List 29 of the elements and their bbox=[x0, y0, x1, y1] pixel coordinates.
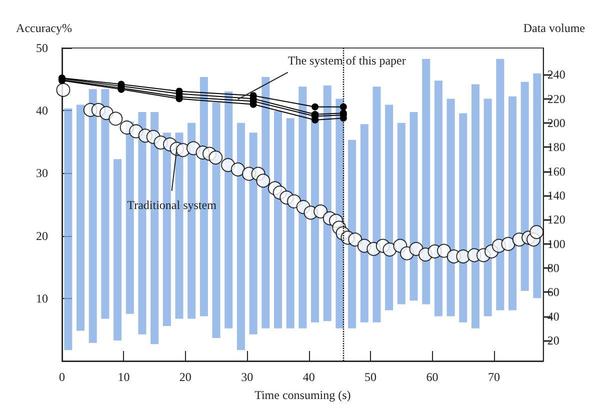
y-tick-label: 40 bbox=[36, 104, 48, 118]
y2-tick-label: 40 bbox=[547, 309, 560, 324]
y2-tick-label: 120 bbox=[547, 212, 566, 227]
x-tick-label: 30 bbox=[241, 370, 254, 384]
x-tick-label: 40 bbox=[302, 370, 315, 384]
annotation: The system of this paper bbox=[288, 53, 406, 68]
y-tick-label: 30 bbox=[36, 166, 48, 180]
y2-tick-label: 100 bbox=[547, 236, 566, 251]
x-tick-label: 10 bbox=[118, 370, 130, 384]
y2-tick-label: 240 bbox=[547, 68, 566, 82]
x-axis-title: Time consuming (s) bbox=[254, 388, 351, 402]
x-tick-label: 60 bbox=[426, 370, 438, 384]
y-tick-label: 50 bbox=[36, 41, 48, 55]
y2-tick-label: 220 bbox=[547, 92, 566, 106]
y2-tick-label: 140 bbox=[547, 188, 566, 202]
x-tick-label: 20 bbox=[179, 370, 192, 384]
y2-tick-label: 20 bbox=[547, 333, 560, 348]
x-tick-label: 70 bbox=[488, 370, 500, 384]
x-tick-label: 50 bbox=[364, 370, 377, 384]
y-tick-label: 10 bbox=[36, 291, 48, 306]
y2-axis-title: Data volume bbox=[523, 21, 586, 35]
x-tick-label: 0 bbox=[59, 370, 65, 384]
annotation: Traditional system bbox=[127, 198, 218, 212]
y2-tick-label: 80 bbox=[547, 260, 560, 275]
y-tick-label: 20 bbox=[36, 228, 48, 243]
y2-tick-label: 180 bbox=[547, 140, 566, 154]
y2-tick-label: 160 bbox=[547, 164, 566, 178]
y-axis-title: Accuracy% bbox=[16, 21, 72, 35]
y2-tick-label: 200 bbox=[547, 116, 566, 130]
